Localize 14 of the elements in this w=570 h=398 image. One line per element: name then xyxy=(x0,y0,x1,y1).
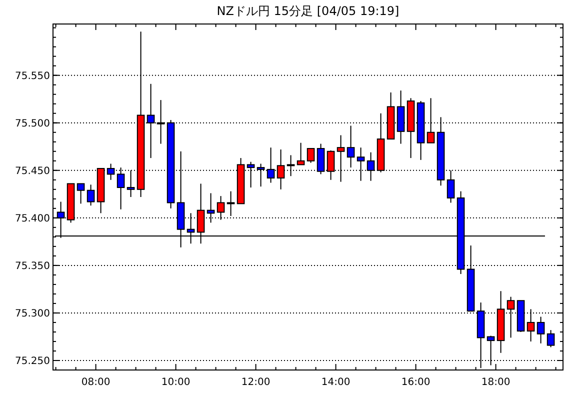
x-tick-label: 14:00 xyxy=(321,377,350,388)
y-tick-label: 75.400 xyxy=(15,213,50,224)
y-tick-label: 75.550 xyxy=(15,70,50,82)
x-tick-label: 08:00 xyxy=(81,377,110,388)
y-tick-label: 75.500 xyxy=(15,118,50,130)
y-tick-label: 75.450 xyxy=(15,166,50,177)
y-tick-label: 75.350 xyxy=(15,260,50,272)
x-tick-label: 12:00 xyxy=(241,377,270,388)
x-tick-label: 10:00 xyxy=(161,377,190,388)
y-tick-label: 75.300 xyxy=(15,308,50,320)
y-tick-label: 75.250 xyxy=(15,356,50,367)
x-tick-label: 16:00 xyxy=(401,377,430,388)
x-tick-label: 18:00 xyxy=(481,377,510,388)
chart-title: NZドル円 15分足 [04/05 19:19] xyxy=(216,4,400,18)
